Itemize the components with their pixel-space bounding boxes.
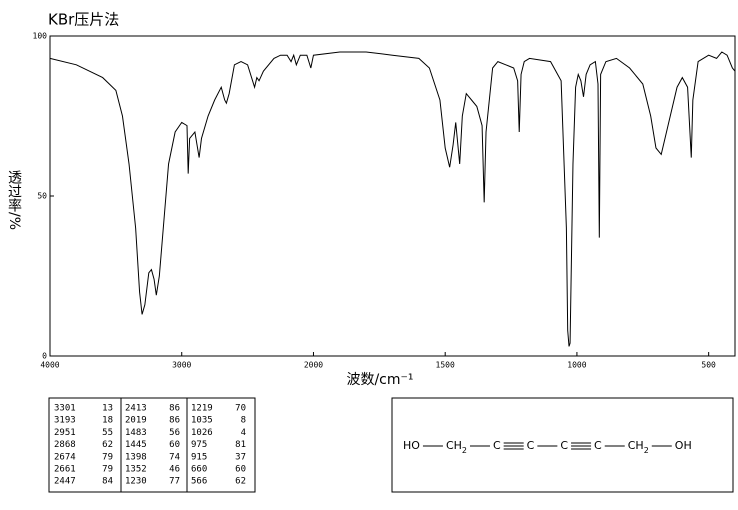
y-tick-label: 50 [37,192,47,201]
atom-label: CH [446,439,462,452]
peak-wavenumber: 3301 [54,404,76,414]
plot-frame [49,35,736,357]
peak-table-frame [48,397,256,493]
peak-transmittance: 77 [169,477,180,487]
peak-wavenumber: 1352 [125,465,147,475]
peak-transmittance: 74 [169,452,180,462]
atom-label: C [560,439,568,452]
atom-group: C [594,439,602,452]
peak-wavenumber: 2447 [54,477,76,487]
x-tick-label: 3000 [172,361,191,370]
peak-transmittance: 37 [235,452,246,462]
peak-transmittance: 81 [235,440,246,450]
peak-transmittance: 13 [102,404,113,414]
atom-label: C [493,439,501,452]
atom-group: HO [403,439,420,452]
spectrum-line [49,51,736,347]
atom-subscript: 2 [462,446,467,455]
peak-transmittance: 60 [169,440,180,450]
peak-wavenumber: 1230 [125,477,147,487]
x-tick-label: 1500 [436,361,455,370]
peak-transmittance: 79 [102,465,113,475]
peak-wavenumber: 660 [191,465,207,475]
peak-wavenumber: 566 [191,477,207,487]
peak-transmittance: 18 [102,416,113,426]
structure-frame [391,397,734,493]
chart-title: KBr压片法 [48,11,119,29]
x-tick-label: 1000 [567,361,586,370]
peak-wavenumber: 2951 [54,428,76,438]
peak-wavenumber: 975 [191,440,207,450]
atom-group: C [493,439,501,452]
atom-label: OH [675,439,692,452]
peak-wavenumber: 1483 [125,428,147,438]
atom-subscript: 2 [644,446,649,455]
y-axis-label: 透过率/% [6,170,22,230]
peak-wavenumber: 1035 [191,416,213,426]
atom-group: C [560,439,568,452]
peak-wavenumber: 3193 [54,416,76,426]
peak-wavenumber: 2674 [54,452,76,462]
atom-label: HO [403,439,420,452]
x-tick-label: 2000 [304,361,323,370]
peak-wavenumber: 1219 [191,404,213,414]
x-axis-label: 波数/cm⁻¹ [346,372,413,388]
peak-transmittance: 4 [241,428,246,438]
peak-wavenumber: 1445 [125,440,147,450]
x-tick-label: 4000 [40,361,59,370]
peak-transmittance: 70 [235,404,246,414]
peak-transmittance: 55 [102,428,113,438]
peak-wavenumber: 1398 [125,452,147,462]
atom-label: C [594,439,602,452]
y-tick-label: 0 [42,352,47,361]
y-tick-label: 100 [33,32,48,41]
peak-transmittance: 62 [235,477,246,487]
peak-transmittance: 86 [169,404,180,414]
atom-label: CH [628,439,644,452]
peak-wavenumber: 2868 [54,440,76,450]
peak-transmittance: 60 [235,465,246,475]
atom-group: CH2 [446,439,467,455]
atom-group: OH [675,439,692,452]
peak-wavenumber: 915 [191,452,207,462]
peak-transmittance: 62 [102,440,113,450]
atom-group: C [527,439,535,452]
peak-transmittance: 84 [102,477,113,487]
peak-transmittance: 46 [169,465,180,475]
peak-transmittance: 56 [169,428,180,438]
atom-group: CH2 [628,439,649,455]
x-tick-label: 500 [701,361,716,370]
atom-label: C [527,439,535,452]
peak-wavenumber: 2019 [125,416,147,426]
peak-wavenumber: 1026 [191,428,213,438]
peak-wavenumber: 2661 [54,465,76,475]
peak-transmittance: 79 [102,452,113,462]
peak-wavenumber: 2413 [125,404,147,414]
peak-transmittance: 86 [169,416,180,426]
peak-transmittance: 8 [241,416,246,426]
